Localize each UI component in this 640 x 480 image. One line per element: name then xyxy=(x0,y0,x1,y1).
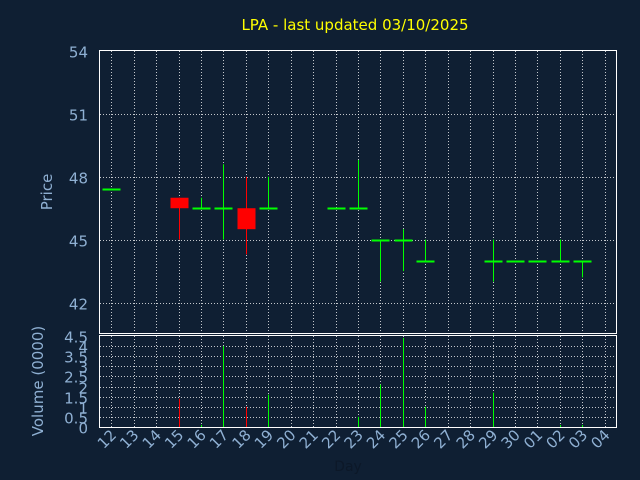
price-tick-label: 51 xyxy=(69,107,88,125)
volume-tick-label: 0.5 xyxy=(64,410,88,428)
chart-title: LPA - last updated 03/10/2025 xyxy=(241,16,468,34)
price-candles xyxy=(102,160,592,282)
volume-tick-label: 3.5 xyxy=(64,349,88,367)
volume-bars xyxy=(179,338,583,427)
volume-tick-label: 2 xyxy=(78,380,88,398)
volume-tick-labels: 00.511.522.533.544.5 xyxy=(64,329,88,438)
volume-tick-label: 1.5 xyxy=(64,390,88,408)
volume-tick-label: 3 xyxy=(78,359,88,377)
x-axis-label: Day xyxy=(334,459,362,475)
volume-axis-label: Volume (0000) xyxy=(29,326,47,436)
volume-tick-label: 4 xyxy=(78,339,88,357)
volume-tick-label: 1 xyxy=(78,400,88,418)
volume-tick-label: 2.5 xyxy=(64,369,88,387)
price-plot-frame xyxy=(99,50,617,334)
price-axis-label: Price xyxy=(38,174,56,211)
volume-tick-label: 4.5 xyxy=(64,329,88,347)
price-tick-labels: 42 45 48 51 54 xyxy=(69,44,88,314)
price-tick-label: 48 xyxy=(69,170,88,188)
x-tick-label: 04 xyxy=(587,426,613,452)
price-tick-label: 42 xyxy=(69,296,88,314)
price-tick-label: 54 xyxy=(69,44,88,62)
volume-grid xyxy=(100,336,616,427)
candle-body xyxy=(237,208,256,230)
candle-body xyxy=(170,197,189,209)
x-tick-labels: 1213141516171819202122232425262728293001… xyxy=(94,426,614,452)
volume-tick-label: 0 xyxy=(78,420,88,438)
volume-plot-frame xyxy=(99,335,617,428)
price-tick-label: 45 xyxy=(69,233,88,251)
